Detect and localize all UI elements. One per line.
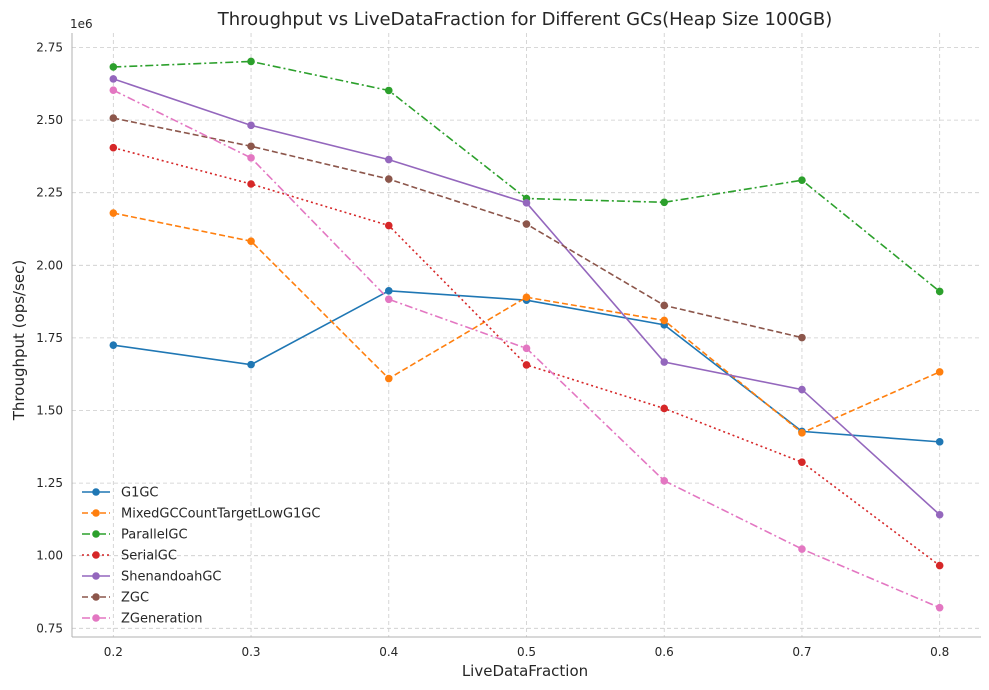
data-point bbox=[798, 545, 806, 553]
data-point bbox=[109, 341, 118, 349]
legend-item: G1GC bbox=[82, 486, 159, 501]
data-point bbox=[660, 404, 669, 413]
data-point bbox=[109, 209, 118, 217]
y-tick-label: 2.50 bbox=[36, 113, 63, 127]
data-point bbox=[384, 287, 393, 295]
series-mixedgccounttargetlowg1gc bbox=[109, 209, 944, 437]
data-point bbox=[247, 142, 255, 151]
data-point bbox=[935, 603, 944, 612]
series-group bbox=[109, 57, 944, 612]
legend-label: ShenandoahGC bbox=[121, 570, 222, 585]
axes-spines bbox=[71, 33, 981, 638]
data-point bbox=[247, 360, 255, 369]
y-tick-label: 0.75 bbox=[36, 621, 63, 635]
legend-marker bbox=[92, 509, 100, 517]
legend-label: ZGeneration bbox=[121, 612, 202, 627]
data-point bbox=[798, 176, 806, 185]
data-point bbox=[109, 143, 118, 152]
data-point bbox=[798, 429, 806, 437]
data-point bbox=[660, 301, 669, 310]
data-point bbox=[384, 374, 393, 383]
legend-label: G1GC bbox=[121, 486, 159, 501]
data-point bbox=[798, 458, 806, 466]
series-zgc bbox=[109, 114, 806, 342]
series-zgeneration bbox=[109, 86, 944, 612]
y-tick-label: 2.00 bbox=[36, 258, 63, 272]
data-point bbox=[247, 237, 255, 246]
legend-item: ZGeneration bbox=[82, 612, 202, 627]
y-tick-label: 1.00 bbox=[36, 549, 63, 563]
x-tick-label: 0.2 bbox=[104, 645, 123, 659]
legend-item: ShenandoahGC bbox=[82, 570, 222, 585]
data-point bbox=[109, 63, 118, 71]
series-line bbox=[113, 117, 803, 339]
legend-label: SerialGC bbox=[121, 549, 177, 564]
data-point bbox=[935, 438, 944, 446]
data-point bbox=[660, 316, 669, 325]
x-axis-label: LiveDataFraction bbox=[462, 662, 588, 680]
x-tick-label: 0.8 bbox=[930, 645, 949, 659]
data-point bbox=[247, 57, 255, 66]
data-point bbox=[935, 510, 944, 519]
data-point bbox=[384, 295, 393, 304]
data-point bbox=[522, 220, 531, 228]
series-shenandoahgc bbox=[109, 75, 944, 519]
data-point bbox=[798, 385, 806, 394]
legend-label: ZGC bbox=[121, 591, 149, 606]
legend-marker bbox=[92, 551, 100, 559]
y-tick-label: 1.50 bbox=[36, 404, 63, 418]
legend-marker bbox=[92, 488, 100, 496]
data-point bbox=[522, 293, 531, 302]
y-ticks: 0.75 1.00 1.25 1.50 1.75 2.00 2.25 2.50 2.75 bbox=[36, 41, 63, 636]
y-axis-label: Throughput (ops/sec) bbox=[10, 260, 28, 421]
y-tick-label: 2.25 bbox=[36, 186, 63, 200]
legend-item: ParallelGC bbox=[82, 528, 188, 543]
x-tick-label: 0.3 bbox=[241, 645, 260, 659]
legend-item: ZGC bbox=[82, 591, 149, 606]
data-point bbox=[660, 476, 669, 485]
data-point bbox=[660, 358, 669, 366]
data-point bbox=[109, 114, 118, 122]
legend-marker bbox=[92, 530, 100, 538]
legend-marker bbox=[92, 614, 100, 622]
data-point bbox=[935, 368, 944, 376]
legend-item: SerialGC bbox=[82, 549, 177, 564]
x-tick-label: 0.5 bbox=[517, 645, 536, 659]
data-point bbox=[384, 175, 393, 183]
data-point bbox=[384, 155, 393, 164]
data-point bbox=[798, 333, 806, 342]
data-point bbox=[247, 180, 255, 188]
x-ticks: 0.2 0.3 0.4 0.5 0.6 0.7 0.8 bbox=[104, 645, 949, 659]
data-point bbox=[109, 86, 118, 95]
data-point bbox=[247, 121, 255, 130]
series-parallelgc bbox=[109, 57, 944, 296]
y-tick-label: 1.25 bbox=[36, 476, 63, 490]
data-point bbox=[247, 154, 255, 162]
chart-title: Throughput vs LiveDataFraction for Diffe… bbox=[217, 9, 832, 30]
data-point bbox=[109, 75, 118, 83]
series-serialgc bbox=[109, 143, 944, 570]
data-point bbox=[522, 199, 531, 207]
data-point bbox=[522, 344, 531, 353]
legend: G1GC MixedGCCountTargetLowG1GC ParallelGC S… bbox=[82, 486, 320, 627]
data-point bbox=[522, 361, 531, 369]
data-point bbox=[935, 287, 944, 296]
legend-marker bbox=[92, 572, 100, 580]
data-point bbox=[935, 561, 944, 570]
grid bbox=[72, 33, 981, 637]
legend-item: MixedGCCountTargetLowG1GC bbox=[82, 507, 320, 522]
data-point bbox=[384, 221, 393, 230]
x-tick-label: 0.6 bbox=[655, 645, 674, 659]
y-tick-label: 1.75 bbox=[36, 331, 63, 345]
legend-label: MixedGCCountTargetLowG1GC bbox=[121, 507, 320, 522]
y-offset-label: 1e6 bbox=[70, 17, 93, 31]
x-tick-label: 0.4 bbox=[379, 645, 398, 659]
x-tick-label: 0.7 bbox=[792, 645, 811, 659]
legend-label: ParallelGC bbox=[121, 528, 188, 543]
data-point bbox=[384, 86, 393, 95]
data-point bbox=[660, 198, 669, 207]
legend-marker bbox=[92, 593, 100, 601]
y-tick-label: 2.75 bbox=[36, 41, 63, 55]
